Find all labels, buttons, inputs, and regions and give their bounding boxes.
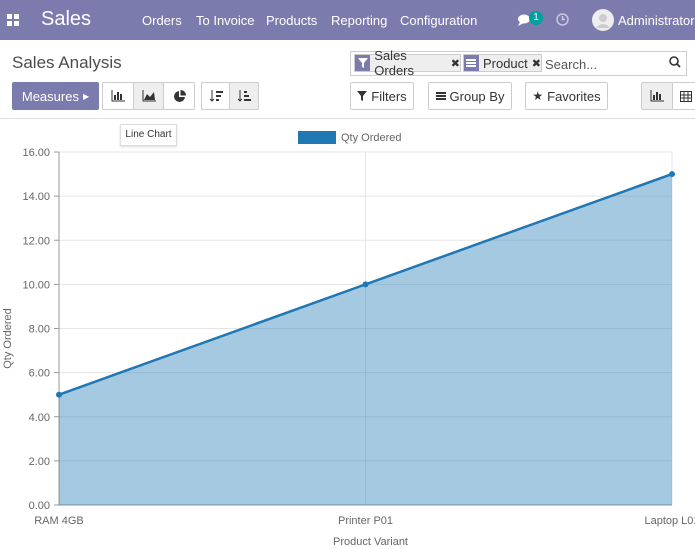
pie-chart-button[interactable] — [163, 82, 195, 110]
point — [669, 171, 675, 178]
page-title: Sales Analysis — [12, 53, 122, 72]
sort-asc-button[interactable] — [229, 82, 259, 110]
filters-label: Filters — [371, 88, 407, 104]
activity-icon[interactable] — [556, 13, 569, 26]
tooltip: Line Chart — [120, 124, 177, 146]
divider — [0, 118, 695, 119]
legend-swatch — [298, 131, 336, 144]
line-chart-button[interactable] — [133, 82, 164, 110]
search-placeholder[interactable]: Search... — [545, 57, 598, 72]
point — [362, 281, 369, 288]
area — [59, 174, 672, 505]
facet: Sales Orders ✖ — [354, 48, 461, 78]
point — [56, 391, 62, 398]
favorites-label: Favorites — [547, 88, 601, 104]
y-tick-label: 8.00 — [29, 324, 50, 336]
menu-item[interactable]: Products — [266, 13, 318, 28]
bar-chart-button[interactable] — [102, 82, 134, 110]
menu-item[interactable]: To Invoice — [196, 13, 255, 28]
x-tick-label: Printer P01 — [338, 515, 393, 527]
favorites-button[interactable]: ★ Favorites — [525, 82, 608, 110]
app-name[interactable]: Sales — [41, 8, 92, 30]
y-tick-label: 14.00 — [22, 191, 50, 203]
filters-button[interactable]: Filters — [350, 82, 414, 110]
y-tick-label: 12.00 — [22, 235, 50, 247]
x-tick-label: RAM 4GB — [34, 515, 84, 527]
y-tick-label: 6.00 — [29, 368, 50, 380]
menu-item[interactable]: Orders — [142, 13, 182, 28]
avatar[interactable] — [592, 9, 614, 31]
apps-icon[interactable] — [7, 14, 19, 26]
search-icon[interactable] — [669, 56, 681, 68]
x-tick-label: Laptop L01 — [644, 515, 695, 527]
facet-label: Product — [482, 55, 528, 71]
measures-button[interactable]: Measures ▶ — [12, 82, 99, 110]
search-box[interactable] — [350, 51, 687, 76]
chat-icon[interactable] — [517, 14, 531, 26]
group-by-label: Group By — [449, 88, 505, 104]
measures-label: Measures — [21, 88, 79, 104]
y-tick-label: 10.00 — [22, 279, 50, 291]
y-tick-label: 0.00 — [29, 500, 50, 512]
facet: Product ✖ — [463, 54, 542, 72]
y-tick-label: 4.00 — [29, 412, 50, 424]
badge: 1 — [529, 11, 543, 25]
y-tick-label: 2.00 — [29, 456, 50, 468]
user-name[interactable]: Administrator — [618, 13, 695, 28]
menu-item[interactable]: Configuration — [400, 13, 478, 28]
navbar: Sales Orders To Invoice Products Reporti… — [0, 0, 695, 40]
y-axis-label: Qty Ordered — [2, 308, 14, 369]
x-axis-label: Product Variant — [333, 536, 408, 548]
y-tick-label: 16.00 — [22, 147, 50, 159]
graph-view-button[interactable] — [641, 82, 673, 110]
facet-label: Sales Orders — [374, 48, 415, 78]
pivot-view-button[interactable] — [672, 82, 695, 110]
menu-item[interactable]: Reporting — [331, 13, 388, 28]
group-by-button[interactable]: Group By — [428, 82, 512, 110]
sort-desc-button[interactable] — [201, 82, 230, 110]
legend-label: Qty Ordered — [341, 132, 402, 144]
chart: 0.00 2.00 4.00 6.00 8.00 10.00 12.00 14.00 16.00… — [2, 131, 695, 548]
